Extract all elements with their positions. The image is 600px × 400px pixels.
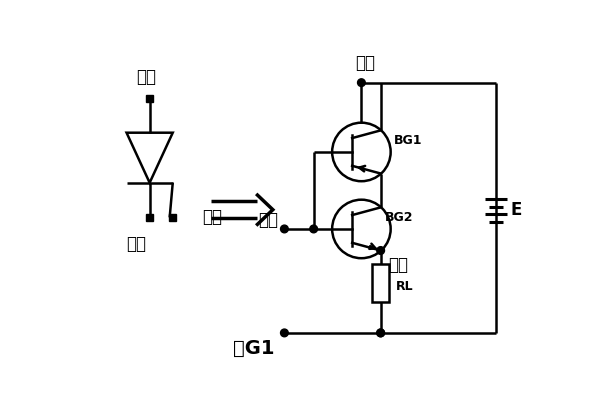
Text: BG1: BG1 bbox=[394, 134, 422, 147]
Circle shape bbox=[377, 329, 385, 337]
Circle shape bbox=[358, 79, 365, 86]
Text: 阳极: 阳极 bbox=[355, 54, 375, 72]
Circle shape bbox=[377, 329, 385, 337]
Bar bbox=[146, 214, 153, 221]
Text: BG2: BG2 bbox=[385, 211, 413, 224]
Circle shape bbox=[281, 329, 288, 337]
Bar bbox=[146, 94, 153, 102]
Text: 栅极: 栅极 bbox=[202, 208, 222, 226]
Text: 阳极: 阳极 bbox=[136, 68, 156, 86]
Bar bbox=[372, 264, 389, 302]
Bar bbox=[169, 214, 176, 221]
Circle shape bbox=[377, 247, 385, 254]
Text: E: E bbox=[510, 201, 521, 219]
Text: 阴极: 阴极 bbox=[388, 256, 409, 274]
Text: 图G1: 图G1 bbox=[233, 339, 274, 358]
Text: RL: RL bbox=[396, 280, 413, 293]
Circle shape bbox=[281, 225, 288, 233]
Text: 栅极: 栅极 bbox=[258, 211, 278, 229]
Text: 阴极: 阴极 bbox=[126, 235, 146, 253]
Circle shape bbox=[310, 225, 317, 233]
